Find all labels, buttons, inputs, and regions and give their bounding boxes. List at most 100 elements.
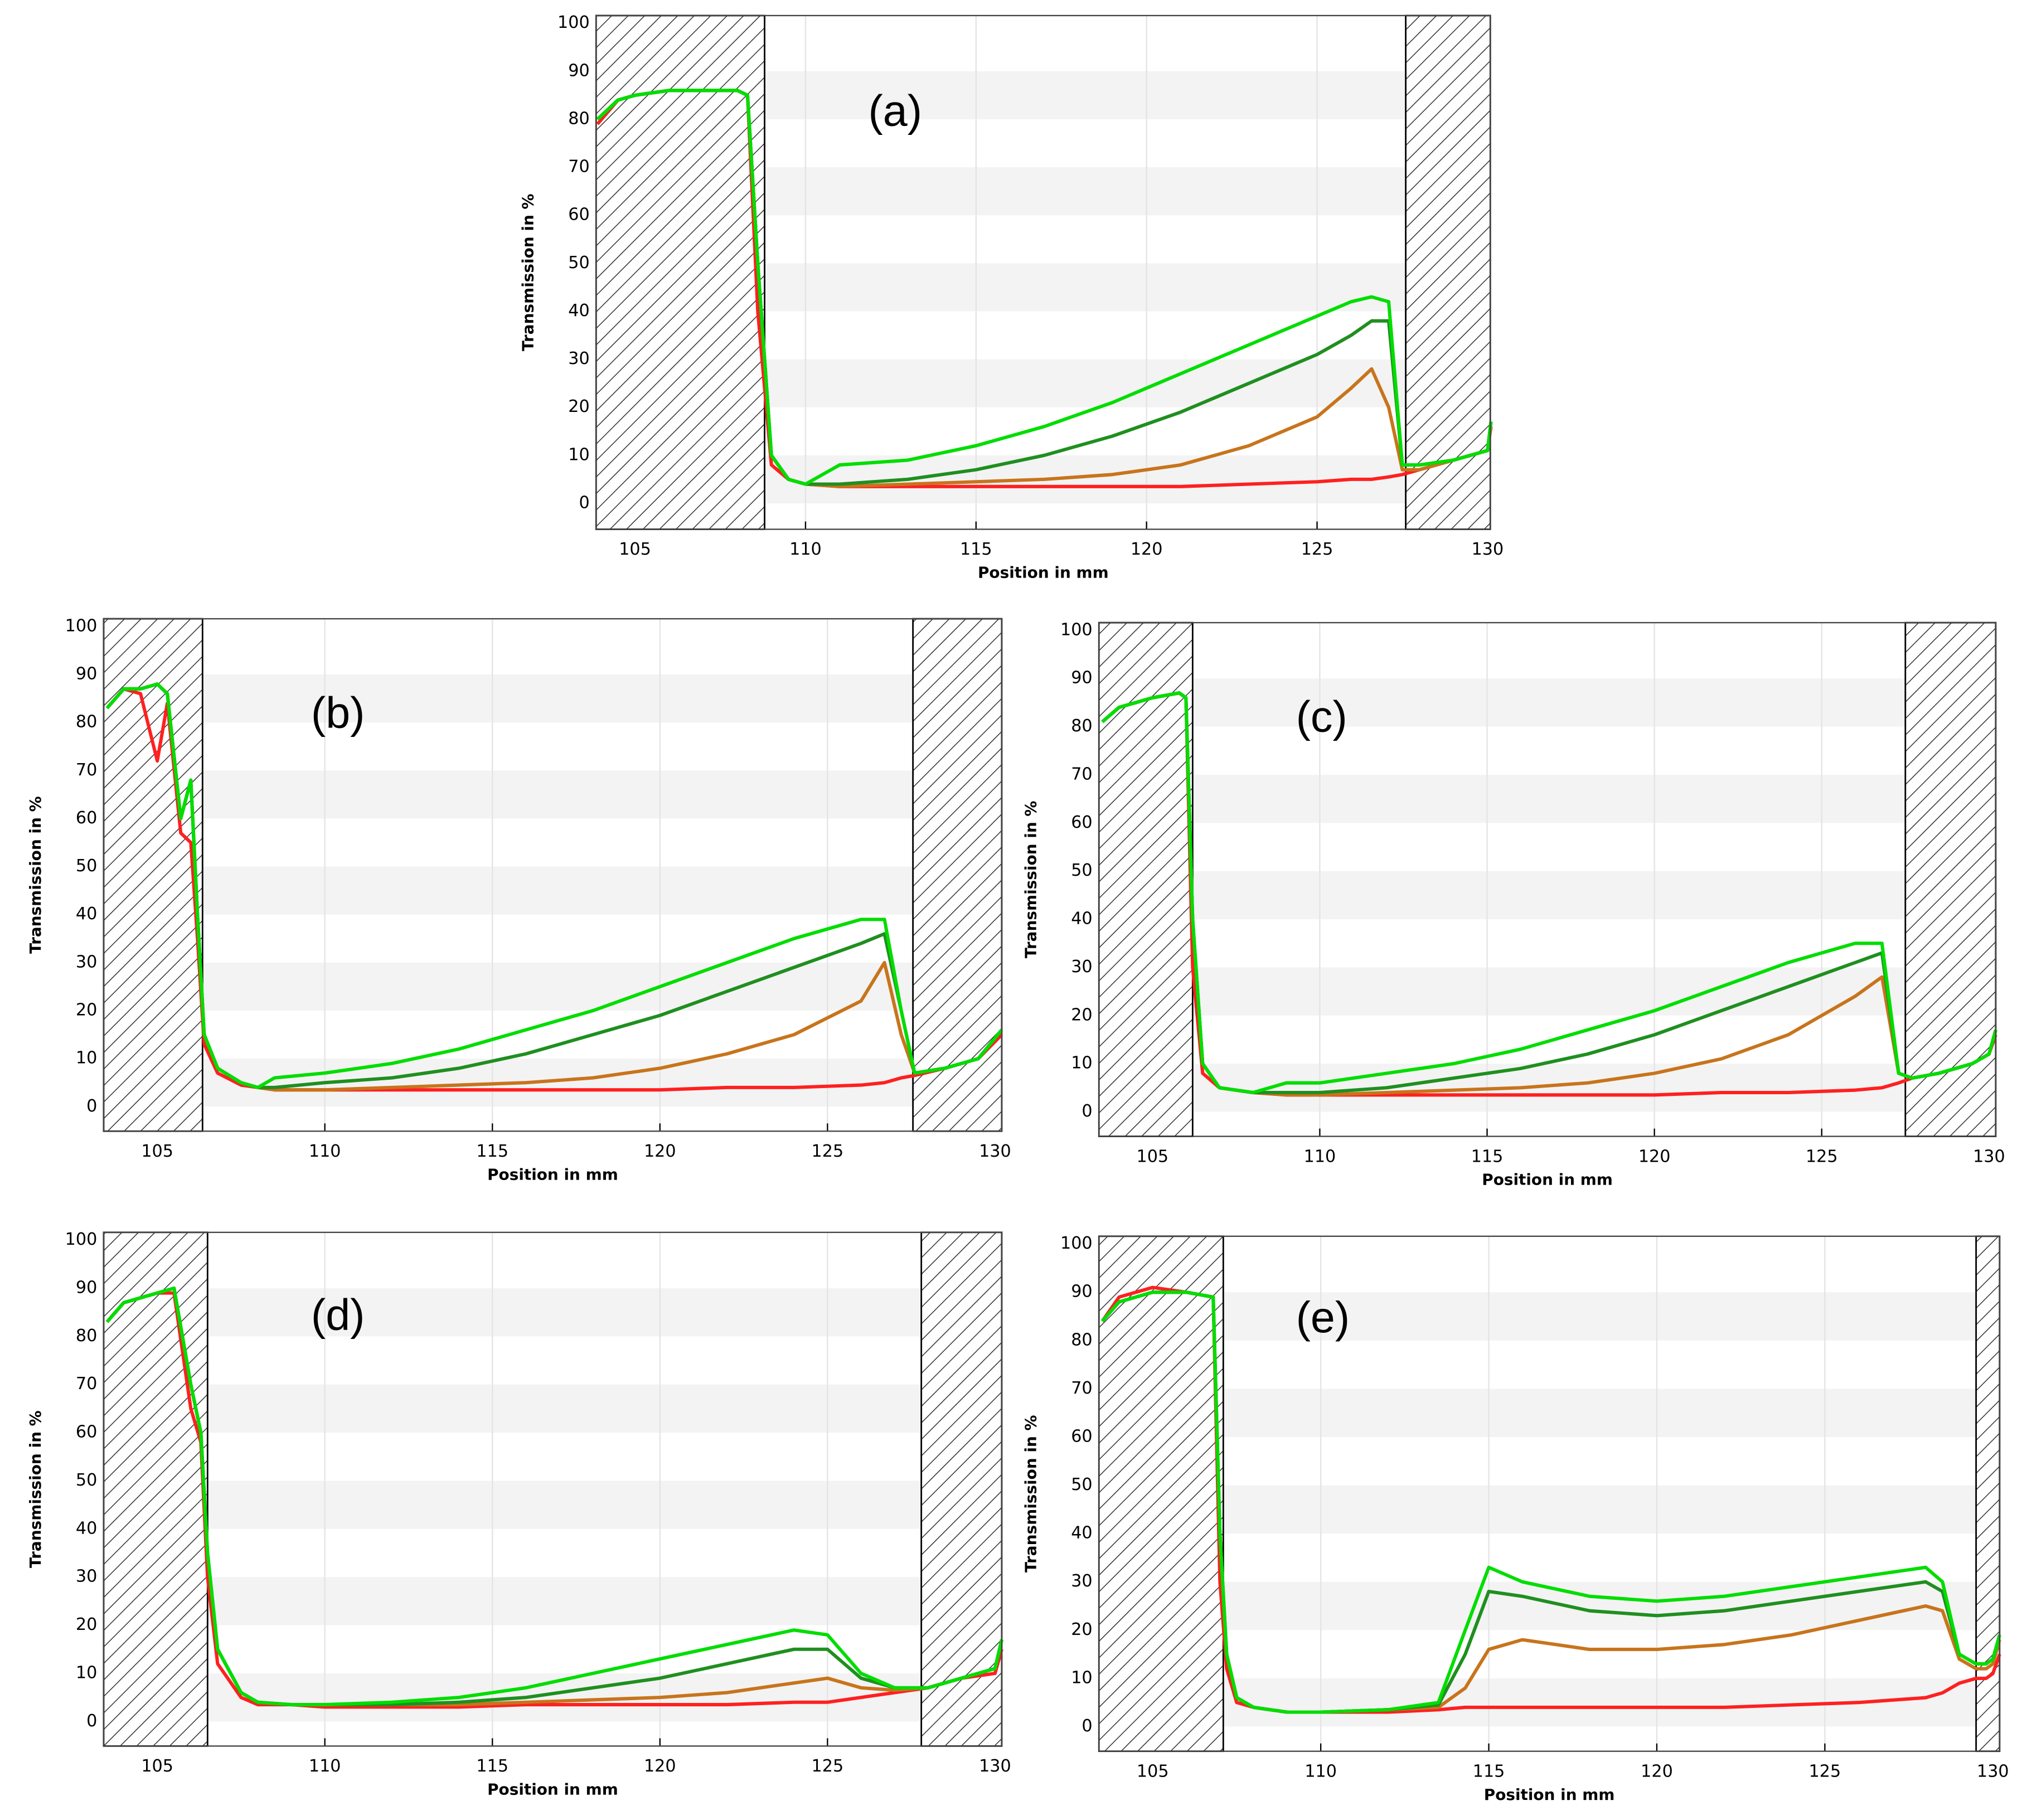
y-tick-label: 10 xyxy=(568,445,589,464)
y-tick-label: 50 xyxy=(1071,861,1092,880)
y-tick-label: 50 xyxy=(1071,1475,1092,1494)
y-tick-label: 0 xyxy=(86,1711,97,1731)
x-tick-label: 115 xyxy=(476,1142,508,1161)
y-tick-label: 20 xyxy=(568,397,589,416)
y-tick-label: 30 xyxy=(76,952,97,972)
x-tick-label: 110 xyxy=(1304,1147,1336,1166)
y-tick-label: 0 xyxy=(1082,1716,1092,1736)
background-band xyxy=(1099,871,1996,920)
x-tick-label: 105 xyxy=(619,540,651,559)
background-band xyxy=(103,1577,1002,1625)
y-tick-label: 20 xyxy=(1071,1620,1092,1639)
hatched-region xyxy=(103,1231,208,1747)
y-tick-label: 60 xyxy=(568,205,589,225)
background-band xyxy=(103,1059,1002,1107)
background-band xyxy=(103,1384,1002,1433)
plot-frame xyxy=(595,14,1491,530)
x-axis-title: Position in mm xyxy=(487,1165,618,1183)
background-band xyxy=(1099,774,1996,823)
x-tick-label: 105 xyxy=(141,1142,173,1161)
x-tick-label: 105 xyxy=(1137,1761,1169,1781)
y-tick-label: 70 xyxy=(568,157,589,177)
background-band xyxy=(1099,1485,2000,1534)
y-tick-label: 30 xyxy=(1071,1571,1092,1591)
x-tick-label: 115 xyxy=(1471,1147,1504,1166)
y-tick-label: 20 xyxy=(76,1615,97,1634)
background-band xyxy=(103,674,1002,723)
y-tick-label: 50 xyxy=(568,253,589,273)
background-band xyxy=(103,1481,1002,1529)
y-tick-label: 10 xyxy=(76,1049,97,1068)
chart-panel: 105 110 115 120 125 130 0 10 20 30 40 50 60 70 80 90 100… xyxy=(1021,1234,2009,1804)
y-tick-label: 90 xyxy=(568,61,589,80)
x-tick-label: 110 xyxy=(1304,1761,1337,1781)
x-axis-title: Position in mm xyxy=(1482,1171,1613,1189)
x-tick-label: 130 xyxy=(979,1756,1011,1776)
y-tick-label: 30 xyxy=(1071,957,1092,977)
y-tick-label: 0 xyxy=(1082,1101,1092,1121)
y-tick-label: 40 xyxy=(76,1518,97,1538)
hatched-region xyxy=(1098,1235,1224,1753)
y-tick-label: 100 xyxy=(65,1230,98,1249)
y-tick-label: 10 xyxy=(1071,1668,1092,1687)
y-axis-title: Transmission in % xyxy=(1021,1415,1040,1573)
y-tick-label: 80 xyxy=(1071,1330,1092,1350)
transmission-line xyxy=(105,1291,1003,1709)
hatched-region xyxy=(1975,1235,2001,1753)
hatched-region xyxy=(103,618,203,1132)
y-tick-label: 40 xyxy=(1071,1523,1092,1543)
hatched-region xyxy=(912,618,1003,1132)
y-tick-label: 90 xyxy=(76,1278,97,1297)
y-tick-label: 80 xyxy=(1071,716,1092,736)
x-tick-label: 115 xyxy=(476,1756,508,1776)
chart-panel: 105 110 115 120 125 130 0 10 20 30 40 50 60 70 80 90 100… xyxy=(26,616,1011,1183)
chart-panel: 105 110 115 120 125 130 0 10 20 30 40 50 60 70 80 90 100… xyxy=(518,13,1504,581)
y-tick-label: 70 xyxy=(76,1374,97,1394)
transmission-line xyxy=(1101,691,1997,1095)
x-tick-label: 125 xyxy=(812,1142,844,1161)
panel-label: (a) xyxy=(868,86,922,135)
y-tick-label: 40 xyxy=(568,301,589,321)
y-tick-label: 50 xyxy=(76,1470,97,1490)
panel-label: (d) xyxy=(311,1289,365,1339)
plot-frame xyxy=(103,1231,1003,1747)
y-tick-label: 100 xyxy=(557,13,590,32)
x-tick-label: 130 xyxy=(1973,1147,2005,1166)
background-band xyxy=(103,770,1002,819)
x-axis-title: Position in mm xyxy=(978,564,1109,582)
y-tick-label: 0 xyxy=(579,493,589,512)
y-tick-label: 60 xyxy=(76,808,97,828)
plot-frame xyxy=(1098,1235,2001,1752)
y-tick-label: 40 xyxy=(76,904,97,924)
x-tick-label: 125 xyxy=(812,1756,844,1776)
transmission-line xyxy=(105,682,1003,1089)
y-tick-label: 50 xyxy=(76,856,97,876)
y-tick-label: 100 xyxy=(65,616,98,635)
y-axis-title: Transmission in % xyxy=(518,193,537,351)
x-tick-label: 105 xyxy=(141,1756,173,1776)
y-tick-label: 80 xyxy=(568,109,589,128)
hatched-region xyxy=(1405,14,1491,530)
y-tick-label: 10 xyxy=(76,1663,97,1682)
panel-label: (e) xyxy=(1296,1292,1350,1342)
x-tick-label: 120 xyxy=(644,1142,676,1161)
y-tick-label: 30 xyxy=(568,349,589,368)
y-tick-label: 70 xyxy=(1071,1379,1092,1398)
x-tick-label: 125 xyxy=(1806,1147,1838,1166)
x-tick-label: 120 xyxy=(1131,540,1163,559)
x-tick-label: 115 xyxy=(1473,1761,1505,1781)
y-tick-label: 40 xyxy=(1071,909,1092,929)
background-band xyxy=(1099,1064,1996,1112)
x-axis-title: Position in mm xyxy=(487,1780,618,1798)
y-tick-label: 20 xyxy=(1071,1005,1092,1025)
x-tick-label: 120 xyxy=(1638,1147,1671,1166)
x-tick-label: 125 xyxy=(1301,540,1333,559)
chart-panel: 105 110 115 120 125 130 0 10 20 30 40 50 60 70 80 90 100… xyxy=(26,1230,1011,1798)
x-axis-title: Position in mm xyxy=(1484,1785,1615,1804)
plot-frame xyxy=(103,618,1003,1132)
background-band xyxy=(103,866,1002,915)
plot-frame xyxy=(1098,622,1997,1137)
panel-label: (c) xyxy=(1296,691,1347,741)
